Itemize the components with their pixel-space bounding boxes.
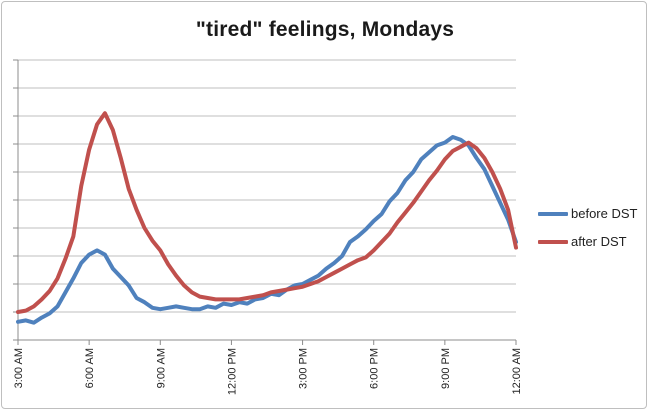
- legend-item-before-dst: before DST: [538, 206, 637, 221]
- series-line-after-dst: [16, 111, 518, 314]
- x-tick-label: 3:00 AM: [13, 348, 25, 388]
- chart-title: "tired" feelings, Mondays: [195, 18, 455, 41]
- legend-item-after-dst: after DST: [538, 234, 627, 249]
- x-tick-label: 9:00 PM: [440, 348, 452, 389]
- legend-swatch-after-dst: [538, 239, 568, 244]
- x-tick-label: 3:00 PM: [298, 348, 310, 389]
- legend-label-before-dst: before DST: [571, 206, 638, 221]
- axes: [13, 59, 517, 345]
- x-tick-label: 12:00 AM: [511, 348, 523, 394]
- legend-swatch-before-dst: [538, 211, 568, 216]
- x-tick-label: 6:00 PM: [369, 348, 381, 389]
- x-tick-label: 12:00 PM: [226, 348, 238, 395]
- x-tick-labels: 3:00 AM 6:00 AM 9:00 AM 12:00 PM 3:00 PM 6:00…: [13, 348, 523, 395]
- x-tick-label: 6:00 AM: [84, 348, 96, 388]
- legend-label-after-dst: after DST: [571, 234, 627, 249]
- x-tick-label: 9:00 AM: [155, 348, 167, 388]
- series-lines: [16, 111, 518, 325]
